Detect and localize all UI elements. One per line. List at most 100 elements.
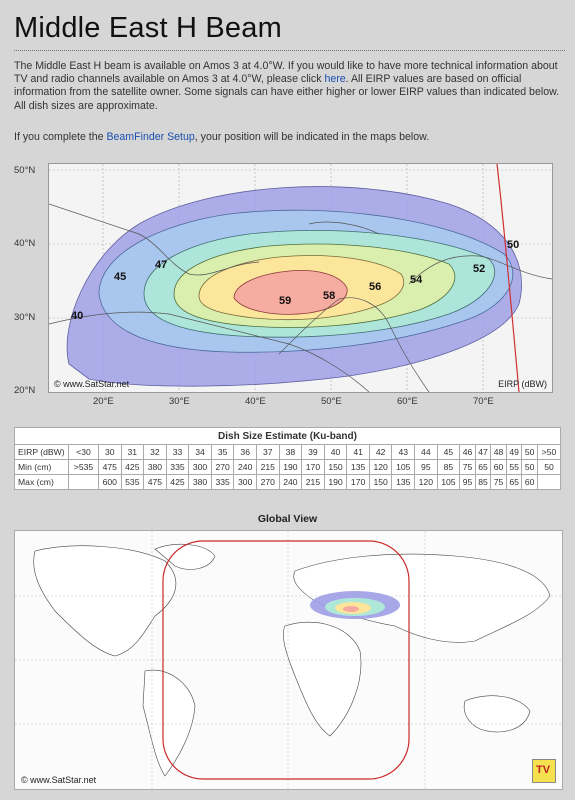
table-cell: 120: [414, 474, 438, 490]
lon-label-20: 20°E: [93, 396, 114, 407]
table-cell: 240: [233, 459, 257, 475]
table-cell: 170: [301, 459, 325, 475]
table-cell: 335: [210, 474, 235, 490]
table-cell: 95: [459, 474, 476, 490]
table-cell: 36: [233, 444, 257, 460]
table-cell: 270: [256, 474, 280, 490]
lon-label-60: 60°E: [397, 396, 418, 407]
table-cell: 85: [474, 474, 492, 490]
beam-map[interactable]: 59 58 56 54 52 50 47 45 40 © www.SatStar…: [48, 163, 553, 393]
table-cell: 50: [536, 459, 562, 475]
table-cell: [68, 474, 99, 490]
setup-text-2: , your position will be indicated in the…: [194, 131, 430, 143]
page-title: Middle East H Beam: [14, 12, 282, 44]
table-cell: 39: [301, 444, 325, 460]
coastlines: [49, 203, 552, 392]
table-cell: 34: [188, 444, 212, 460]
contour-label-54: 54: [410, 274, 423, 286]
table-cell: >535: [68, 459, 99, 475]
africa-shape: [283, 621, 362, 737]
global-map-credit: © www.SatStar.net: [21, 775, 97, 785]
lon-label-50: 50°E: [321, 396, 342, 407]
table-cell: 105: [436, 474, 461, 490]
table-cell: 335: [165, 459, 190, 475]
table-cell: 41: [346, 444, 370, 460]
table-cell: 475: [97, 459, 122, 475]
lon-label-70: 70°E: [473, 396, 494, 407]
greenland-shape: [154, 544, 216, 570]
table-cell: 170: [346, 474, 370, 490]
tv-logo-icon[interactable]: TV: [532, 759, 556, 783]
table-cell: 150: [368, 474, 393, 490]
setup-paragraph: If you complete the BeamFinder Setup, yo…: [14, 131, 429, 143]
beamfinder-setup-link[interactable]: BeamFinder Setup: [106, 131, 195, 143]
lon-label-30: 30°E: [169, 396, 190, 407]
min-row-label: Min (cm): [14, 459, 69, 475]
australia-shape: [463, 695, 531, 733]
tv-logo-text: TV: [536, 764, 551, 776]
setup-text-1: If you complete the: [14, 131, 107, 143]
table-cell: <30: [68, 444, 99, 460]
table-cell: 380: [143, 459, 167, 475]
max-row-label: Max (cm): [14, 474, 69, 490]
table-cell: 190: [323, 474, 348, 490]
dish-size-table: Dish Size Estimate (Ku-band) EIRP (dBW) …: [14, 427, 562, 490]
global-view-title: Global View: [257, 513, 318, 525]
north-america-shape: [33, 545, 177, 657]
table-cell: 535: [120, 474, 145, 490]
table-cell: 380: [188, 474, 212, 490]
lat-label-50: 50°N: [14, 165, 36, 176]
channels-link[interactable]: here: [324, 73, 346, 86]
eirp-unit-label: EIRP (dBW): [498, 379, 547, 389]
continents: [33, 544, 551, 777]
contour-label-56: 56: [369, 281, 381, 293]
table-cell: 49: [505, 444, 523, 460]
table-cell: [536, 474, 562, 490]
table-cell: 31: [120, 444, 145, 460]
table-cell: 240: [278, 474, 303, 490]
global-grid: [15, 531, 562, 789]
table-cell: 65: [505, 474, 523, 490]
table-cell: 44: [414, 444, 438, 460]
table-cell: 600: [97, 474, 122, 490]
title-divider: [14, 50, 565, 51]
eirp-row-label: EIRP (dBW): [14, 444, 69, 460]
table-cell: 215: [256, 459, 280, 475]
table-cell: 85: [436, 459, 461, 475]
table-cell: 38: [278, 444, 303, 460]
eirp-row: EIRP (dBW) <30 30 31 32 33 34 35 36 37 38 39 40 41 42…: [14, 444, 562, 460]
lat-label-40: 40°N: [14, 238, 36, 249]
global-map-svg: [15, 531, 562, 789]
table-cell: 32: [143, 444, 167, 460]
table-cell: 45: [436, 444, 461, 460]
lat-label-20: 20°N: [14, 385, 36, 396]
table-cell: 95: [414, 459, 438, 475]
beam-map-svg: 59 58 56 54 52 50 47 45 40: [49, 164, 552, 392]
table-cell: 150: [323, 459, 348, 475]
table-cell: 135: [346, 459, 370, 475]
global-map[interactable]: © www.SatStar.net TV: [14, 530, 563, 790]
table-cell: 60: [521, 474, 538, 490]
table-cell: 46: [459, 444, 476, 460]
contour-label-45: 45: [114, 271, 126, 283]
table-cell: 55: [505, 459, 523, 475]
max-row: Max (cm) 600 535 475 425 380 335 300 270 240 215 1…: [14, 474, 562, 490]
contour-label-58: 58: [323, 290, 335, 302]
south-america-shape: [142, 669, 196, 777]
contour-label-40: 40: [71, 310, 83, 322]
table-cell: 47: [474, 444, 492, 460]
intro-paragraph: The Middle East H beam is available on A…: [14, 60, 564, 113]
table-cell: 35: [210, 444, 235, 460]
table-cell: 120: [368, 459, 393, 475]
table-cell: 300: [188, 459, 212, 475]
table-cell: 42: [368, 444, 393, 460]
satellite-visibility-ring: [162, 540, 410, 780]
table-cell: 50: [521, 444, 538, 460]
table-cell: 105: [391, 459, 416, 475]
table-cell: 50: [521, 459, 538, 475]
table-cell: 48: [490, 444, 507, 460]
global-beam-footprint: [310, 591, 400, 619]
contour-label-50: 50: [507, 239, 519, 251]
table-cell: 300: [233, 474, 257, 490]
beam-map-credit: © www.SatStar.net: [54, 379, 130, 389]
